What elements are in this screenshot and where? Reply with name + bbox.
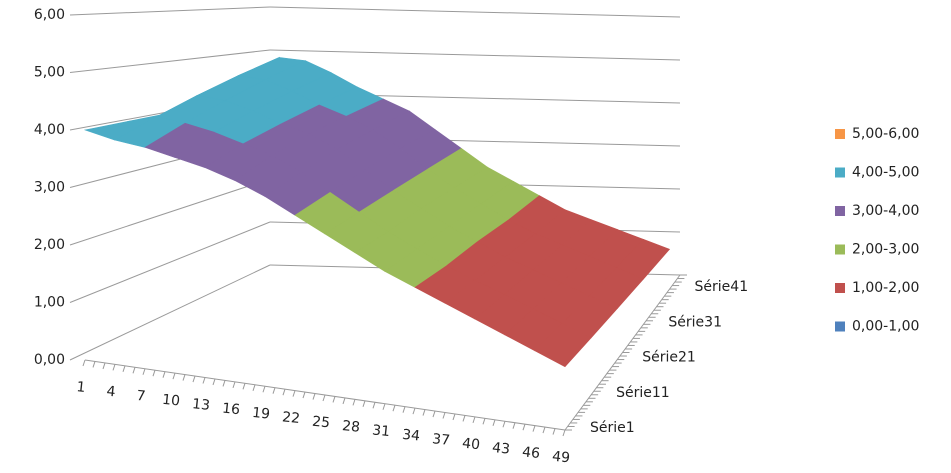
x-tick [422, 409, 426, 416]
y-tick-label: 6,00 [34, 7, 65, 23]
x-tick [272, 387, 276, 394]
series-label: Série31 [668, 314, 722, 330]
x-tick [372, 402, 376, 409]
x-tick-label: 28 [341, 418, 360, 436]
x-tick [132, 367, 136, 374]
legend-label: 4,00-5,00 [852, 165, 919, 181]
x-tick [122, 365, 126, 372]
x-tick [472, 416, 476, 424]
x-tick [212, 378, 216, 386]
surface-patch [534, 323, 592, 368]
grid-line [69, 49, 271, 73]
x-tick-label: 37 [431, 431, 450, 449]
x-tick-label: 1 [76, 379, 87, 396]
x-tick [442, 412, 446, 419]
x-tick-label: 43 [491, 440, 510, 458]
x-tick [92, 361, 96, 368]
legend-swatch [835, 167, 845, 178]
y-tick-label: 5,00 [34, 65, 65, 81]
x-tick-label: 19 [251, 405, 270, 423]
x-tick [172, 372, 176, 380]
x-tick [282, 389, 286, 396]
x-tick [192, 375, 196, 383]
y-tick-label: 4,00 [34, 122, 65, 138]
series-label: Série21 [642, 350, 696, 366]
x-tick-label: 40 [461, 436, 480, 454]
legend-swatch [835, 283, 845, 293]
x-tick [262, 386, 266, 393]
series-label: Série41 [695, 279, 749, 295]
y-tick-label: 1,00 [34, 295, 65, 311]
x-tick [362, 400, 366, 407]
x-tick [252, 384, 256, 391]
x-tick [522, 424, 526, 431]
x-tick-label: 49 [551, 449, 570, 467]
series-label: Série11 [616, 385, 670, 401]
y-tick-label: 2,00 [34, 237, 65, 253]
x-tick [542, 426, 546, 434]
x-tick [82, 359, 86, 367]
x-tick [402, 406, 406, 413]
grid-line [69, 178, 271, 246]
x-tick-label: 4 [106, 384, 117, 401]
y-tick-label: 0,00 [34, 352, 65, 368]
x-tick [302, 391, 306, 399]
legend-label: 5,00-6,00 [852, 126, 919, 142]
grid-line [69, 221, 271, 303]
x-tick [322, 394, 326, 402]
x-tick [162, 371, 166, 378]
x-tick [382, 403, 386, 410]
legend-swatch [835, 129, 845, 139]
x-tick [312, 393, 316, 400]
x-tick [242, 383, 246, 390]
series-label: Série1 [590, 420, 635, 436]
legend-label: 2,00-3,00 [852, 242, 919, 258]
legend-label: 1,00-2,00 [852, 280, 919, 296]
x-tick-label: 16 [221, 401, 240, 419]
x-tick [142, 368, 146, 375]
x-tick [452, 413, 456, 421]
x-tick [552, 428, 556, 435]
x-tick [112, 364, 116, 371]
legend-label: 3,00-4,00 [852, 203, 919, 219]
x-tick-label: 31 [371, 422, 390, 440]
x-tick-label: 34 [401, 427, 420, 445]
x-tick-label: 22 [281, 409, 300, 427]
x-tick [102, 362, 106, 370]
x-tick [492, 419, 496, 426]
x-tick [432, 410, 436, 418]
x-tick [462, 415, 466, 422]
legend-swatch [835, 244, 845, 255]
x-tick-label: 7 [136, 388, 147, 405]
x-tick [182, 374, 186, 381]
grid-line [269, 49, 681, 61]
x-tick [202, 377, 206, 384]
grid-line [69, 264, 271, 361]
x-tick [342, 397, 346, 405]
x-tick [222, 380, 226, 387]
legend-swatch [835, 206, 845, 216]
x-tick [562, 429, 566, 437]
x-tick [232, 381, 236, 389]
x-tick [152, 370, 156, 377]
legend-swatch [835, 321, 845, 332]
x-tick [482, 418, 486, 425]
x-tick [412, 407, 416, 415]
x-tick [512, 422, 516, 429]
x-tick [292, 390, 296, 397]
x-tick-label: 13 [191, 396, 210, 414]
x-tick [532, 425, 536, 432]
x-tick-label: 10 [161, 392, 180, 410]
x-tick-label: 46 [521, 444, 540, 462]
y-tick-label: 3,00 [34, 180, 65, 196]
legend-label: 0,00-1,00 [852, 319, 919, 335]
x-tick-label: 25 [311, 414, 330, 432]
x-tick [392, 405, 396, 412]
x-tick [352, 399, 356, 406]
grid-line [69, 6, 271, 16]
x-tick [502, 421, 506, 428]
grid-line [269, 6, 681, 18]
x-tick [332, 396, 336, 403]
